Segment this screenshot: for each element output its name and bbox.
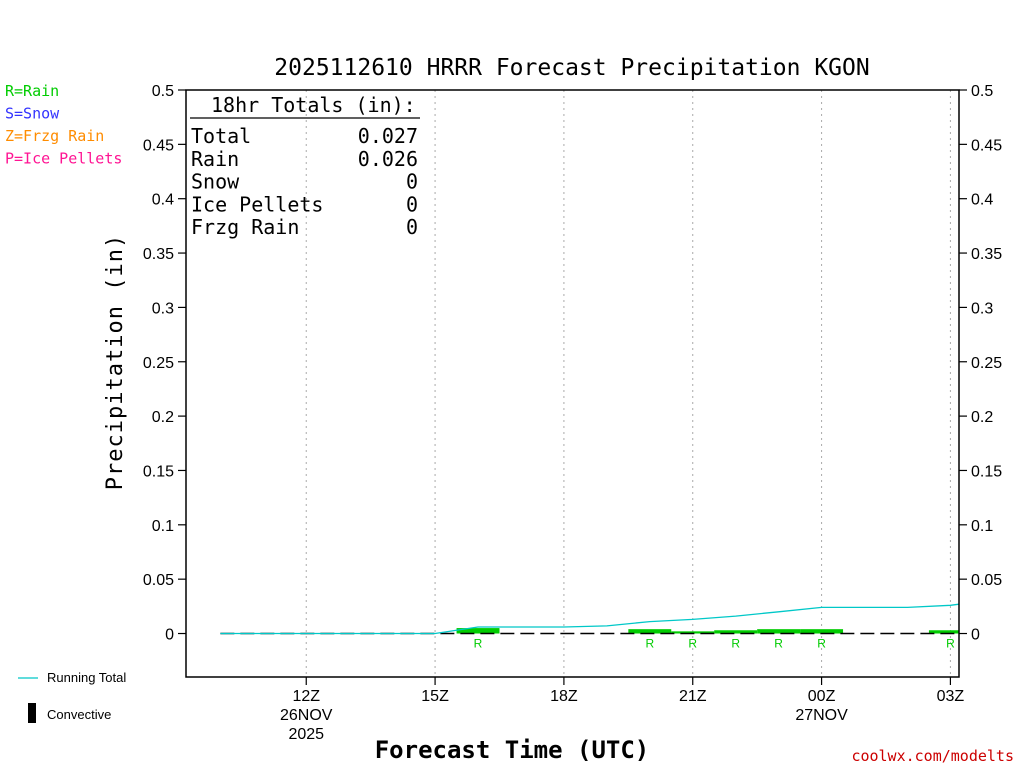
line-legend: Running Total Convective bbox=[18, 670, 126, 723]
totals-row-value: 0 bbox=[406, 215, 418, 239]
y-tick-label-right: 0.45 bbox=[971, 137, 1002, 154]
y-tick-label-right: 0 bbox=[971, 627, 980, 644]
totals-row-label: Ice Pellets bbox=[191, 192, 323, 216]
y-tick-label-left: 0.15 bbox=[143, 463, 174, 480]
rain-bar bbox=[456, 628, 500, 634]
totals-row-value: 0 bbox=[406, 170, 418, 194]
x-tick-label: 00Z bbox=[808, 688, 836, 705]
y-tick-label-left: 0 bbox=[165, 627, 174, 644]
ptype-mark-rain: R bbox=[946, 637, 955, 651]
y-tick-label-left: 0.1 bbox=[152, 518, 174, 535]
y-tick-label-left: 0.35 bbox=[143, 246, 174, 263]
totals-row-label: Snow bbox=[191, 170, 240, 194]
rain-bar bbox=[800, 629, 844, 634]
x-tick-label: 15Z bbox=[421, 688, 449, 705]
ptype-mark-rain: R bbox=[474, 637, 483, 651]
y-tick-label-right: 0.35 bbox=[971, 246, 1002, 263]
ptype-mark-rain: R bbox=[688, 637, 697, 651]
x-tick-label: 03Z bbox=[937, 688, 965, 705]
totals-row-label: Frzg Rain bbox=[191, 215, 299, 239]
rain-bar bbox=[928, 630, 959, 634]
ptype-mark-rain: R bbox=[817, 637, 826, 651]
rain-bar bbox=[757, 629, 801, 634]
y-tick-label-right: 0.05 bbox=[971, 572, 1002, 589]
ptype-mark-rain: R bbox=[731, 637, 740, 651]
totals-row-value: 0.026 bbox=[358, 147, 418, 171]
y-tick-label-right: 0.25 bbox=[971, 355, 1002, 372]
y-tick-label-right: 0.15 bbox=[971, 463, 1002, 480]
convective-label: Convective bbox=[47, 707, 111, 722]
y-tick-label-left: 0.5 bbox=[152, 83, 174, 100]
x-tick-date: 26NOV bbox=[280, 707, 333, 724]
running-total-label: Running Total bbox=[47, 670, 126, 685]
totals-row-value: 0 bbox=[406, 192, 418, 216]
x-tick-date: 27NOV bbox=[795, 707, 848, 724]
ptype-legend-item: S=Snow bbox=[5, 105, 60, 123]
x-tick-label: 12Z bbox=[292, 688, 320, 705]
rain-bar bbox=[628, 629, 672, 634]
plot-frame bbox=[185, 89, 960, 678]
x-axis: 12Z 26NOV 2025 15Z 18Z 21Z 00Z 27NOV 03Z bbox=[280, 677, 964, 743]
grid-lines bbox=[305, 90, 951, 677]
totals-header: 18hr Totals (in): bbox=[211, 93, 416, 117]
y-tick-label-left: 0.3 bbox=[152, 300, 174, 317]
y-tick-label-left: 0.25 bbox=[143, 355, 174, 372]
y-tick-label-right: 0.2 bbox=[971, 409, 993, 426]
y-tick-label-right: 0.5 bbox=[971, 83, 993, 100]
chart-title: 2025112610 HRRR Forecast Precipitation K… bbox=[274, 55, 869, 81]
ptype-legend: R=Rain S=Snow Z=Frzg Rain P=Ice Pellets bbox=[5, 82, 122, 168]
x-tick-label: 21Z bbox=[679, 688, 707, 705]
y-tick-label-left: 0.4 bbox=[152, 192, 174, 209]
ptype-mark-rain: R bbox=[645, 637, 654, 651]
credit-text: coolwx.com/modelts bbox=[851, 747, 1014, 765]
x-tick-year: 2025 bbox=[288, 726, 324, 743]
rain-bars bbox=[456, 628, 959, 634]
running-total-line bbox=[220, 603, 960, 635]
y-tick-label-right: 0.1 bbox=[971, 518, 993, 535]
x-tick-label: 18Z bbox=[550, 688, 578, 705]
y-tick-label-right: 0.4 bbox=[971, 192, 993, 209]
ptype-legend-item: Z=Frzg Rain bbox=[5, 127, 104, 145]
y-tick-label-left: 0.2 bbox=[152, 409, 174, 426]
x-axis-title: Forecast Time (UTC) bbox=[375, 736, 650, 764]
y-tick-label-right: 0.3 bbox=[971, 300, 993, 317]
totals-row-label: Total bbox=[191, 124, 251, 148]
y-tick-label-left: 0.45 bbox=[143, 137, 174, 154]
rain-bar bbox=[671, 631, 715, 634]
rain-bar bbox=[714, 630, 758, 634]
y-axis-left: 0 0.05 0.1 0.15 0.2 0.25 0.3 0.35 0.4 0.45 0.5 bbox=[143, 83, 186, 644]
totals-row-value: 0.027 bbox=[358, 124, 418, 148]
convective-swatch bbox=[28, 703, 36, 723]
running-total-polyline bbox=[220, 603, 960, 635]
ptype-legend-item: R=Rain bbox=[5, 82, 59, 100]
y-axis-right: 0 0.05 0.1 0.15 0.2 0.25 0.3 0.35 0.4 0.45 0.5 bbox=[959, 83, 1002, 644]
ptype-legend-item: P=Ice Pellets bbox=[5, 150, 122, 168]
totals-row-label: Rain bbox=[191, 147, 239, 171]
totals-box: 18hr Totals (in): Total 0.027 Rain 0.026 Snow… bbox=[190, 93, 420, 239]
ptype-mark-rain: R bbox=[774, 637, 783, 651]
y-tick-label-left: 0.05 bbox=[143, 572, 174, 589]
y-axis-title: Precipitation (in) bbox=[103, 234, 128, 490]
